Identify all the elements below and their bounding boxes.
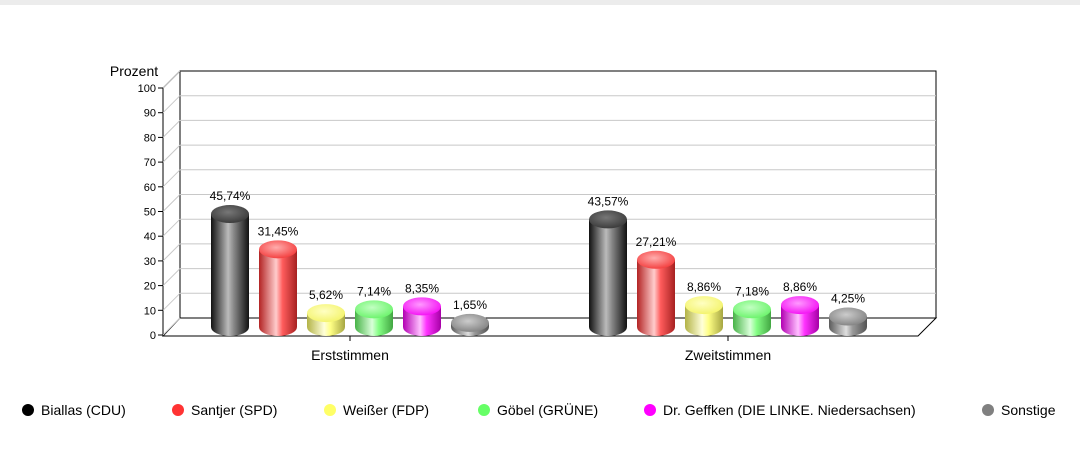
bar-cap xyxy=(637,250,675,269)
bar-cap xyxy=(451,313,489,332)
y-axis-label: Prozent xyxy=(110,63,158,79)
y-tick-label: 80 xyxy=(144,132,156,144)
y-tick-label: 10 xyxy=(144,305,156,317)
bar-value-label: 27,21% xyxy=(636,235,677,249)
y-axis-ticks: 0 10 20 30 40 50 60 70 80 90 100 xyxy=(138,83,163,342)
bar-cap xyxy=(685,296,723,315)
bar-cap xyxy=(829,307,867,326)
legend: Biallas (CDU) Santjer (SPD) Weißer (FDP) Gö… xyxy=(0,400,1080,424)
bar-value-label: 45,74% xyxy=(210,189,251,203)
bar-value-label: 43,57% xyxy=(588,194,629,208)
bar-cap xyxy=(589,210,627,229)
grid-side-line xyxy=(162,218,181,237)
y-tick-label: 20 xyxy=(144,281,156,293)
category-label: Erststimmen xyxy=(311,347,389,363)
bar: 8,35% xyxy=(403,281,441,336)
category-labels: Erststimmen Zweitstimmen xyxy=(311,336,771,363)
grid-side-line xyxy=(162,194,181,212)
bar-cap xyxy=(307,304,345,323)
bar-value-label: 31,45% xyxy=(258,224,299,238)
grid-side-line xyxy=(162,144,181,163)
legend-item: Santjer (SPD) xyxy=(172,402,277,418)
legend-swatch xyxy=(478,404,490,416)
bar-body xyxy=(211,214,249,336)
category-label: Zweitstimmen xyxy=(685,347,771,363)
bar-cap xyxy=(355,300,393,319)
y-tick-label: 0 xyxy=(150,330,156,342)
legend-label: Weißer (FDP) xyxy=(343,402,430,418)
legend-item: Weißer (FDP) xyxy=(324,402,429,418)
bar: 43,57% xyxy=(588,194,629,336)
grid-side-line xyxy=(162,243,181,262)
bar: 8,86% xyxy=(781,280,819,336)
bar-value-label: 4,25% xyxy=(831,292,865,306)
bar-cap xyxy=(733,300,771,319)
bar-cap xyxy=(781,296,819,315)
bar-body xyxy=(589,219,627,336)
legend-label: Biallas (CDU) xyxy=(41,402,126,418)
legend-swatch xyxy=(982,404,994,416)
bar-value-label: 7,18% xyxy=(735,284,769,298)
bar-value-label: 8,86% xyxy=(783,280,817,294)
election-bar-chart: 0 10 20 30 40 50 60 70 80 90 100 45,74% 31,45% 5,62%… xyxy=(110,63,938,363)
grid-side-line xyxy=(162,120,181,138)
grid-side-line xyxy=(162,292,181,311)
bar-value-label: 8,86% xyxy=(687,280,721,294)
legend-label: Sonstige xyxy=(1001,402,1056,418)
bar-value-label: 1,65% xyxy=(453,298,487,312)
legend-swatch xyxy=(644,404,656,416)
grid-lines xyxy=(162,70,936,336)
bar-value-label: 8,35% xyxy=(405,281,439,295)
bar: 5,62% xyxy=(307,288,345,336)
grid-side-line xyxy=(162,95,181,114)
bar: 8,86% xyxy=(685,280,723,336)
bar-cap xyxy=(403,297,441,316)
y-tick-label: 70 xyxy=(144,157,156,169)
bar-body xyxy=(637,259,675,336)
bar: 7,18% xyxy=(733,284,771,336)
bar: 31,45% xyxy=(258,224,299,336)
y-tick-label: 100 xyxy=(138,83,156,95)
grid-side-line xyxy=(162,317,181,336)
legend-swatch xyxy=(22,404,34,416)
bar: 4,25% xyxy=(829,292,867,336)
y-tick-label: 30 xyxy=(144,256,156,268)
bar-value-label: 5,62% xyxy=(309,288,343,302)
grid-side-line xyxy=(162,169,181,188)
top-strip xyxy=(0,0,1080,5)
legend-swatch xyxy=(172,404,184,416)
bar-cap xyxy=(259,240,297,259)
grid-side-line xyxy=(162,70,181,89)
bar-body xyxy=(259,249,297,336)
legend-swatch xyxy=(324,404,336,416)
legend-item: Biallas (CDU) xyxy=(22,402,126,418)
bar: 7,14% xyxy=(355,284,393,336)
legend-item: Sonstige xyxy=(982,402,1055,418)
bar-value-label: 7,14% xyxy=(357,284,391,298)
legend-label: Dr. Geffken (DIE LINKE. Niedersachsen) xyxy=(663,402,916,418)
y-tick-label: 60 xyxy=(144,182,156,194)
legend-item: Dr. Geffken (DIE LINKE. Niedersachsen) xyxy=(644,402,916,418)
bar: 1,65% xyxy=(451,298,489,336)
y-tick-label: 90 xyxy=(144,108,156,120)
y-tick-label: 50 xyxy=(144,207,156,219)
legend-label: Göbel (GRÜNE) xyxy=(497,402,599,418)
bars: 45,74% 31,45% 5,62% 7,14% 8,35% 1,65% 43,57% 27… xyxy=(210,189,867,336)
bar: 45,74% xyxy=(210,189,251,336)
bar-cap xyxy=(211,205,249,224)
legend-label: Santjer (SPD) xyxy=(191,402,278,418)
grid-side-line xyxy=(162,268,181,286)
legend-item: Göbel (GRÜNE) xyxy=(478,402,598,418)
y-tick-label: 40 xyxy=(144,231,156,243)
bar: 27,21% xyxy=(636,235,677,336)
